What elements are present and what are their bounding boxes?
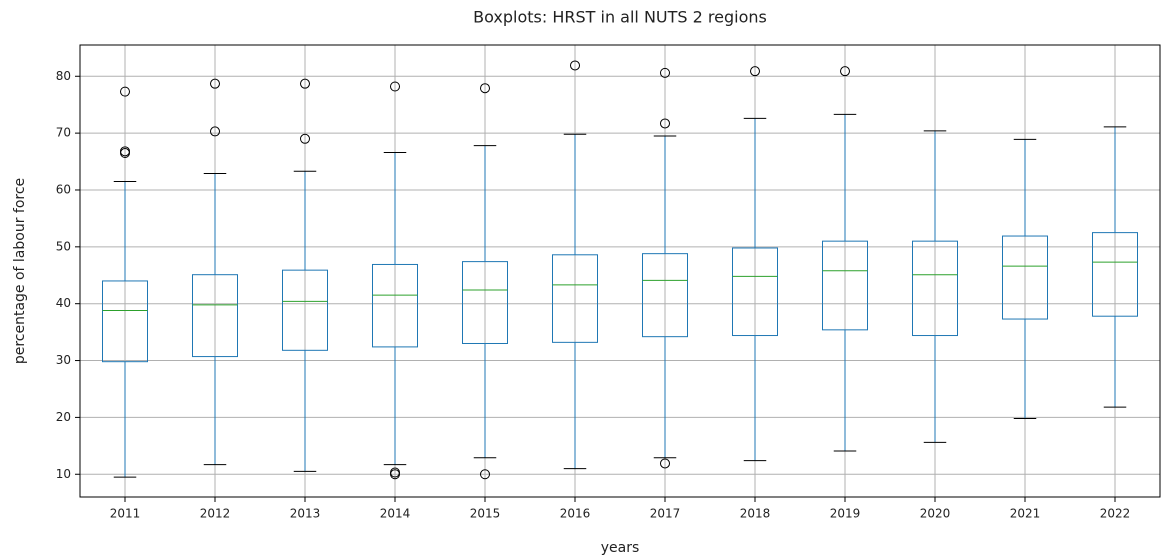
outlier — [660, 67, 670, 78]
x-tick-label: 2014 — [380, 507, 411, 521]
y-tick-label: 40 — [56, 296, 71, 310]
x-tick-label: 2020 — [920, 507, 951, 521]
x-tick-label: 2012 — [200, 507, 231, 521]
x-tick-label: 2015 — [470, 507, 501, 521]
y-tick-label: 70 — [56, 126, 71, 140]
box — [282, 269, 328, 351]
y-tick-label: 80 — [56, 69, 71, 83]
outlier — [840, 66, 850, 77]
x-tick-label: 2011 — [110, 507, 141, 521]
outlier — [570, 60, 580, 71]
y-tick-label: 60 — [56, 182, 71, 196]
y-tick-label: 10 — [56, 467, 71, 481]
x-axis-label: years — [601, 540, 640, 556]
x-tick-label: 2017 — [650, 507, 681, 521]
y-axis-label: percentage of labour force — [12, 178, 28, 364]
box — [102, 280, 148, 363]
y-tick-label: 50 — [56, 239, 71, 253]
outlier — [120, 146, 130, 157]
box — [642, 253, 688, 338]
outlier — [210, 126, 220, 137]
y-tick-label: 30 — [56, 353, 71, 367]
plot-frame — [79, 44, 1161, 498]
box — [552, 254, 598, 343]
box — [912, 240, 958, 337]
outlier — [480, 469, 490, 480]
x-tick-label: 2021 — [1010, 507, 1041, 521]
x-tick-label: 2016 — [560, 507, 591, 521]
x-tick-label: 2019 — [830, 507, 861, 521]
box — [732, 247, 778, 337]
outlier — [120, 86, 130, 97]
outlier — [300, 133, 310, 144]
outlier — [390, 467, 400, 478]
chart-title: Boxplots: HRST in all NUTS 2 regions — [473, 8, 767, 27]
box — [1002, 235, 1048, 320]
x-tick-label: 2018 — [740, 507, 771, 521]
box — [822, 240, 868, 331]
outlier — [750, 66, 760, 77]
outlier — [210, 78, 220, 89]
x-tick-label: 2022 — [1100, 507, 1131, 521]
box — [192, 274, 238, 358]
box — [1092, 232, 1138, 317]
box — [372, 263, 418, 348]
box — [462, 261, 508, 344]
outlier — [300, 78, 310, 89]
outlier — [660, 118, 670, 129]
y-tick-label: 20 — [56, 410, 71, 424]
outlier — [480, 83, 490, 94]
outlier — [390, 81, 400, 92]
x-tick-label: 2013 — [290, 507, 321, 521]
outlier — [660, 458, 670, 469]
